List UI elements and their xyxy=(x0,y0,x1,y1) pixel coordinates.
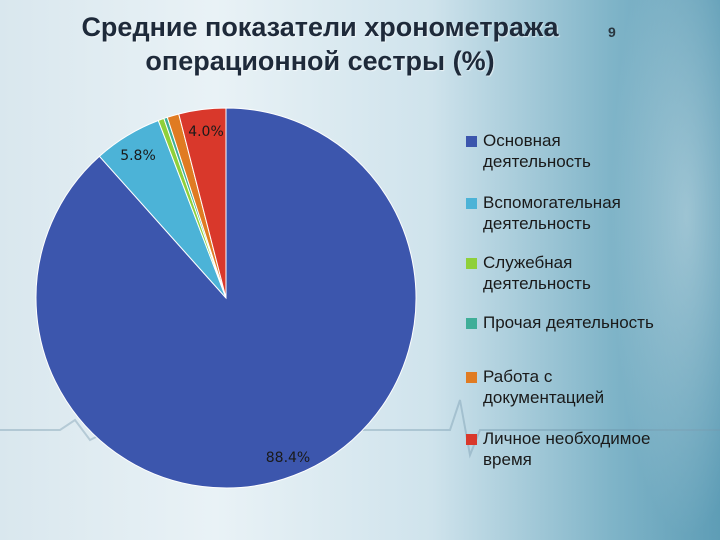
legend-label: Служебная деятельность xyxy=(483,253,591,293)
slice-data-label-2: 5.8% xyxy=(120,148,156,164)
legend-item-1: Основная деятельность xyxy=(466,130,706,172)
slide-title: Средние показатели хронометража операцио… xyxy=(81,12,559,76)
legend-swatch xyxy=(466,136,477,147)
legend-item-6: Личное необходимое время xyxy=(466,428,706,470)
legend-label: Работа с документацией xyxy=(483,367,605,407)
slice-data-label-1: 88.4% xyxy=(266,450,310,466)
legend-label: Основная деятельность xyxy=(483,131,591,171)
slice-data-label-6: 4.0% xyxy=(188,124,224,140)
legend-swatch xyxy=(466,372,477,383)
legend-item-3: Служебная деятельность xyxy=(466,252,706,294)
legend-label: Прочая деятельность xyxy=(483,313,654,332)
slide-number: 9 xyxy=(608,24,616,40)
legend-item-2: Вспомогательная деятельность xyxy=(466,192,706,234)
legend-swatch xyxy=(466,318,477,329)
spine-decoration xyxy=(610,0,720,540)
legend-label: Вспомогательная деятельность xyxy=(483,193,621,233)
legend-swatch xyxy=(466,198,477,209)
legend-item-5: Работа с документацией xyxy=(466,366,706,408)
legend-swatch xyxy=(466,434,477,445)
legend-swatch xyxy=(466,258,477,269)
pie-slice-6 xyxy=(178,107,227,299)
legend-label: Личное необходимое время xyxy=(483,429,651,469)
legend-item-4: Прочая деятельность xyxy=(466,312,706,333)
